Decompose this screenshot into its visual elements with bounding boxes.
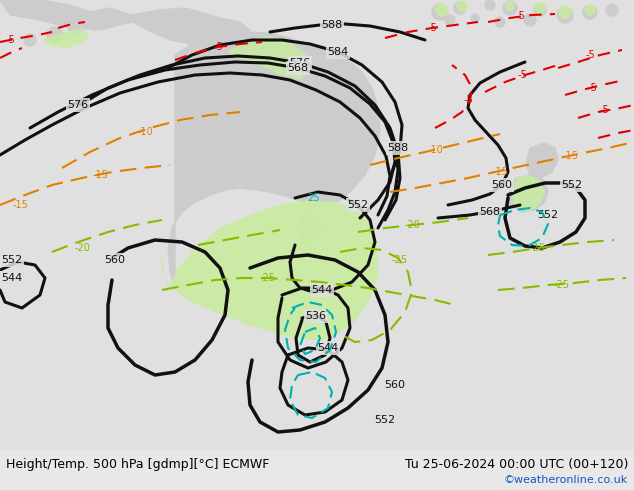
Circle shape [24, 34, 36, 46]
Text: -20: -20 [74, 243, 90, 253]
Text: 552: 552 [347, 200, 368, 210]
Text: Height/Temp. 500 hPa [gdmp][°C] ECMWF: Height/Temp. 500 hPa [gdmp][°C] ECMWF [6, 458, 269, 470]
Text: 560: 560 [491, 180, 512, 190]
Text: -10: -10 [137, 127, 153, 137]
Text: -15: -15 [92, 170, 108, 180]
Circle shape [524, 14, 536, 26]
Text: -5: -5 [5, 35, 15, 45]
Text: 576: 576 [67, 100, 89, 110]
Text: -5: -5 [585, 50, 595, 60]
Circle shape [495, 17, 505, 27]
Polygon shape [298, 213, 322, 242]
Circle shape [436, 4, 448, 16]
Polygon shape [130, 8, 250, 45]
Text: -5: -5 [213, 42, 223, 52]
Text: 544: 544 [1, 273, 23, 283]
Circle shape [432, 4, 448, 20]
Circle shape [585, 5, 595, 15]
Polygon shape [512, 175, 545, 212]
Text: 552: 552 [538, 210, 559, 220]
Polygon shape [526, 143, 558, 178]
Circle shape [471, 14, 479, 22]
Text: -5: -5 [517, 70, 527, 80]
Circle shape [454, 2, 466, 14]
Text: 584: 584 [327, 47, 349, 57]
Text: -15: -15 [562, 151, 578, 161]
Text: 552: 552 [375, 415, 396, 425]
Circle shape [503, 1, 517, 15]
Polygon shape [0, 0, 140, 30]
Text: 588: 588 [321, 20, 342, 30]
Text: 536: 536 [306, 311, 327, 321]
Circle shape [485, 0, 495, 10]
Text: -25: -25 [260, 273, 276, 283]
Text: -10: -10 [427, 145, 443, 155]
Circle shape [606, 4, 618, 16]
Text: 560: 560 [384, 380, 406, 390]
Circle shape [534, 4, 546, 16]
Text: -5: -5 [587, 83, 597, 93]
Text: -25: -25 [554, 280, 570, 290]
Text: -15: -15 [12, 200, 28, 210]
Text: -5: -5 [463, 95, 473, 105]
Circle shape [69, 24, 81, 36]
Circle shape [535, 3, 545, 13]
Polygon shape [42, 28, 90, 48]
Text: -5: -5 [599, 105, 609, 115]
Text: -25: -25 [392, 255, 408, 265]
Text: 560: 560 [105, 255, 126, 265]
Text: -25: -25 [530, 243, 546, 253]
Text: Tu 25-06-2024 00:00 UTC (00+120): Tu 25-06-2024 00:00 UTC (00+120) [404, 458, 628, 470]
Text: 552: 552 [1, 255, 23, 265]
Text: -15: -15 [492, 167, 508, 177]
Text: 588: 588 [387, 143, 409, 153]
Text: 576: 576 [290, 58, 311, 68]
Circle shape [47, 27, 63, 43]
Polygon shape [160, 200, 378, 340]
Text: ©weatheronline.co.uk: ©weatheronline.co.uk [504, 475, 628, 485]
Circle shape [445, 15, 455, 25]
Polygon shape [508, 175, 548, 212]
Text: 568: 568 [287, 63, 309, 73]
Text: 25: 25 [307, 193, 320, 203]
Text: 544: 544 [318, 343, 339, 353]
Circle shape [559, 6, 571, 18]
Polygon shape [168, 32, 380, 290]
Circle shape [557, 7, 573, 23]
Polygon shape [228, 36, 312, 80]
Text: 568: 568 [479, 207, 501, 217]
Text: -5: -5 [427, 23, 437, 33]
Text: -5: -5 [515, 11, 525, 21]
Text: -20: -20 [404, 220, 420, 230]
Text: 552: 552 [562, 180, 583, 190]
Circle shape [583, 5, 597, 19]
Circle shape [90, 20, 100, 30]
Circle shape [506, 2, 514, 10]
Circle shape [457, 1, 467, 11]
Text: 544: 544 [311, 285, 333, 295]
